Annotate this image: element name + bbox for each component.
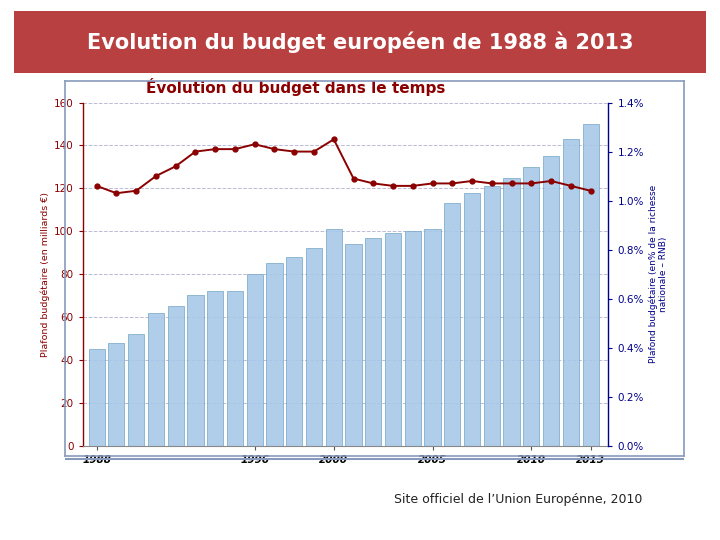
Bar	[266, 264, 282, 446]
Bar	[582, 124, 599, 446]
Bar	[365, 238, 382, 446]
Bar	[168, 306, 184, 445]
Bar	[484, 186, 500, 446]
Bar	[563, 139, 579, 446]
Bar	[227, 291, 243, 446]
Y-axis label: Plafond budgétaire (en milliards €): Plafond budgétaire (en milliards €)	[40, 192, 50, 356]
Bar	[108, 342, 125, 446]
Bar	[128, 334, 144, 446]
Text: Evolution du budget européen de 1988 à 2013: Evolution du budget européen de 1988 à 2…	[86, 31, 634, 52]
Bar	[247, 274, 263, 446]
Y-axis label: Plafond budgétaire (en% de la richesse
nationale – RNB): Plafond budgétaire (en% de la richesse n…	[648, 185, 668, 363]
Bar	[425, 229, 441, 446]
Bar	[444, 204, 460, 446]
Text: Évolution du budget dans le temps: Évolution du budget dans le temps	[146, 78, 445, 96]
Bar	[464, 193, 480, 446]
Bar	[148, 313, 164, 446]
Text: Site officiel de l’Union Europénne, 2010: Site officiel de l’Union Europénne, 2010	[395, 493, 642, 506]
Bar	[89, 349, 104, 446]
Bar	[325, 229, 342, 446]
Bar	[286, 257, 302, 445]
Bar	[207, 291, 223, 446]
Bar	[405, 231, 421, 446]
Bar	[187, 295, 204, 445]
Bar	[503, 178, 520, 446]
Bar	[346, 244, 361, 446]
Bar	[543, 156, 559, 446]
Bar	[306, 248, 322, 446]
Bar	[385, 233, 401, 446]
Bar	[523, 167, 539, 446]
